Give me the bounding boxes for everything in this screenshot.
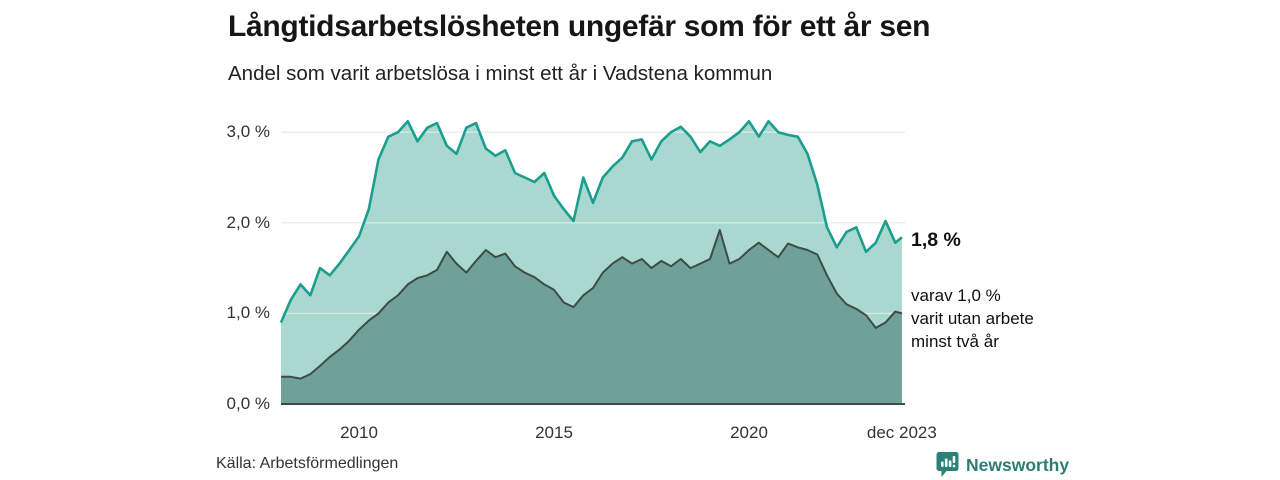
x-tick-label: 2020 bbox=[730, 423, 768, 442]
y-tick-label: 1,0 % bbox=[226, 303, 270, 323]
x-tick-label: dec 2023 bbox=[866, 423, 937, 442]
series-line-unemployed-one-year bbox=[279, 120, 903, 324]
series-line-unemployed-two-years bbox=[281, 229, 903, 380]
series-annotation: varav 1,0 % varit utan arbete minst två … bbox=[911, 284, 1071, 353]
chart-subtitle: Andel som varit arbetslösa i minst ett å… bbox=[228, 62, 773, 85]
annotation-line: varit utan arbete bbox=[911, 309, 1034, 328]
brand-name: Newsworthy bbox=[966, 454, 1070, 475]
y-tick-label: 2,0 % bbox=[226, 212, 270, 232]
bar-chart-speech-bubble-icon bbox=[936, 452, 959, 477]
source-note: Källa: Arbetsförmedlingen bbox=[216, 455, 399, 472]
x-tick-label: 2010 bbox=[340, 423, 378, 442]
x-tick-label: 2015 bbox=[535, 423, 573, 442]
page-title: Långtidsarbetslösheten ungefär som för e… bbox=[228, 10, 931, 43]
y-tick-label: 3,0 % bbox=[226, 122, 270, 142]
area-fill-unemployed-two-years bbox=[281, 230, 902, 404]
newsworthy-logo: Newsworthy bbox=[936, 451, 1069, 479]
annotation-line: minst två år bbox=[911, 332, 999, 351]
y-tick-label: 0,0 % bbox=[226, 394, 270, 413]
annotation-line: varav 1,0 % bbox=[911, 286, 1001, 305]
series-end-value-label: 1,8 % bbox=[911, 229, 961, 251]
